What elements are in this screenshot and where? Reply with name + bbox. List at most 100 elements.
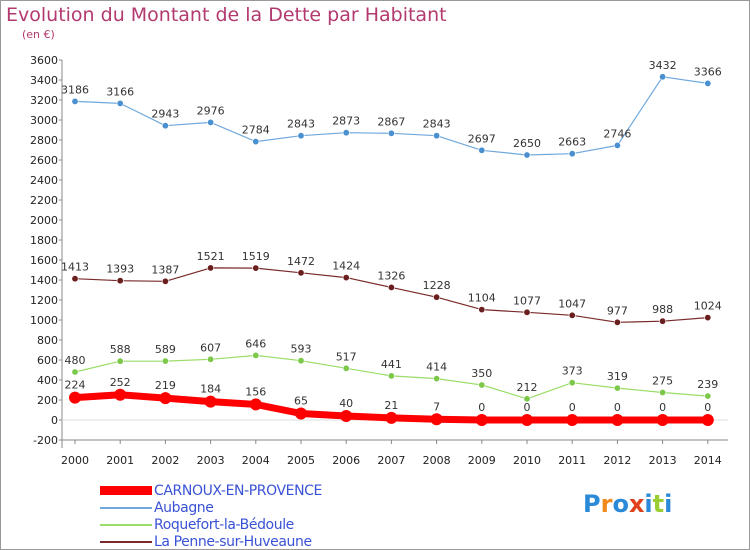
y-tick-label: 3400 xyxy=(30,74,58,87)
data-label-aubagne: 3366 xyxy=(694,65,722,78)
data-point-la-penne-sur-huveaune xyxy=(297,269,305,277)
data-label-roquefort-la-bedoule: 593 xyxy=(291,343,312,356)
data-point-la-penne-sur-huveaune xyxy=(704,314,712,322)
data-label-aubagne: 2843 xyxy=(287,118,315,131)
legend-label: Aubagne xyxy=(154,499,214,516)
data-point-carnoux-en-provence xyxy=(701,414,714,426)
data-point-aubagne xyxy=(387,129,395,137)
data-label-carnoux-en-provence: 219 xyxy=(155,379,176,392)
data-point-roquefort-la-bedoule xyxy=(116,357,124,365)
x-tick-label: 2005 xyxy=(287,454,315,467)
data-label-la-penne-sur-huveaune: 977 xyxy=(607,304,628,317)
data-point-aubagne xyxy=(659,73,667,81)
x-tick-label: 2014 xyxy=(694,454,722,467)
data-point-la-penne-sur-huveaune xyxy=(523,308,531,316)
data-point-aubagne xyxy=(433,132,441,140)
data-point-aubagne xyxy=(71,97,79,105)
legend-item-roquefort-la-bedoule: Roquefort-la-Bédoule xyxy=(100,516,322,533)
data-label-roquefort-la-bedoule: 319 xyxy=(607,370,628,383)
x-tick-label: 2008 xyxy=(423,454,451,467)
data-point-carnoux-en-provence xyxy=(340,410,353,422)
data-label-carnoux-en-provence: 184 xyxy=(200,383,221,396)
y-tick-label: 1600 xyxy=(30,254,58,267)
proxiti-logo: Proxiti xyxy=(583,490,673,518)
y-tick-label: 600 xyxy=(37,354,58,367)
y-tick-label: 0 xyxy=(51,414,58,427)
data-label-carnoux-en-provence: 0 xyxy=(478,401,485,414)
data-point-carnoux-en-provence xyxy=(114,388,127,401)
legend-label: Roquefort-la-Bédoule xyxy=(154,516,294,533)
data-label-carnoux-en-provence: 0 xyxy=(569,401,576,414)
data-label-la-penne-sur-huveaune: 1521 xyxy=(197,250,225,263)
data-point-roquefort-la-bedoule xyxy=(342,364,350,372)
data-point-carnoux-en-provence xyxy=(566,414,579,426)
data-label-carnoux-en-provence: 224 xyxy=(65,379,86,392)
y-tick-label: 1800 xyxy=(30,234,58,247)
data-label-carnoux-en-provence: 65 xyxy=(294,395,308,408)
legend-swatch xyxy=(100,486,152,495)
chart-subtitle: (en €) xyxy=(22,28,55,41)
data-point-carnoux-en-provence xyxy=(204,395,217,408)
data-label-la-penne-sur-huveaune: 1393 xyxy=(106,263,134,276)
data-label-la-penne-sur-huveaune: 1047 xyxy=(558,297,586,310)
data-label-aubagne: 3186 xyxy=(61,83,89,96)
y-tick-label: 400 xyxy=(37,374,58,387)
y-tick-label: 2400 xyxy=(30,174,58,187)
data-point-la-penne-sur-huveaune xyxy=(342,274,350,282)
data-label-carnoux-en-provence: 21 xyxy=(384,399,398,412)
data-point-aubagne xyxy=(161,122,169,130)
data-label-roquefort-la-bedoule: 275 xyxy=(652,375,673,388)
data-label-carnoux-en-provence: 0 xyxy=(659,401,666,414)
data-point-roquefort-la-bedoule xyxy=(659,388,667,396)
data-label-carnoux-en-provence: 0 xyxy=(614,401,621,414)
data-point-roquefort-la-bedoule xyxy=(433,375,441,383)
x-tick-label: 2001 xyxy=(106,454,134,467)
data-point-carnoux-en-provence xyxy=(69,391,81,404)
data-label-carnoux-en-provence: 0 xyxy=(704,401,711,414)
data-point-aubagne xyxy=(116,99,124,107)
y-tick-label: 2600 xyxy=(30,154,58,167)
data-point-roquefort-la-bedoule xyxy=(704,392,712,400)
data-point-carnoux-en-provence xyxy=(385,411,398,424)
y-tick-label: 2000 xyxy=(30,214,58,227)
data-point-aubagne xyxy=(297,132,305,140)
data-label-carnoux-en-provence: 156 xyxy=(245,385,266,398)
y-tick-label: 2200 xyxy=(30,194,58,207)
data-point-carnoux-en-provence xyxy=(249,398,262,411)
data-label-aubagne: 2746 xyxy=(603,127,631,140)
data-label-aubagne: 2867 xyxy=(377,115,405,128)
y-tick-label: 800 xyxy=(37,334,58,347)
data-point-aubagne xyxy=(613,141,621,149)
data-point-roquefort-la-bedoule xyxy=(297,357,305,365)
y-tick-label: 1200 xyxy=(30,294,58,307)
data-label-la-penne-sur-huveaune: 1424 xyxy=(332,260,360,273)
data-label-roquefort-la-bedoule: 607 xyxy=(200,341,221,354)
data-label-la-penne-sur-huveaune: 1228 xyxy=(423,279,451,292)
x-tick-label: 2013 xyxy=(649,454,677,467)
x-tick-label: 2009 xyxy=(468,454,496,467)
data-point-aubagne xyxy=(252,138,260,146)
data-label-roquefort-la-bedoule: 480 xyxy=(65,354,86,367)
data-label-carnoux-en-provence: 40 xyxy=(339,397,353,410)
data-point-aubagne xyxy=(568,150,576,158)
data-label-la-penne-sur-huveaune: 1077 xyxy=(513,294,541,307)
data-label-aubagne: 2650 xyxy=(513,137,541,150)
y-tick-label: 3600 xyxy=(30,54,58,67)
data-point-carnoux-en-provence xyxy=(430,413,443,426)
data-label-carnoux-en-provence: 0 xyxy=(524,401,531,414)
data-point-la-penne-sur-huveaune xyxy=(478,306,486,314)
data-label-aubagne: 2663 xyxy=(558,136,586,149)
data-label-roquefort-la-bedoule: 441 xyxy=(381,358,402,371)
data-label-roquefort-la-bedoule: 517 xyxy=(336,350,357,363)
data-point-roquefort-la-bedoule xyxy=(252,351,260,359)
legend-item-la-penne-sur-huveaune: La Penne-sur-Huveaune xyxy=(100,533,322,550)
data-point-roquefort-la-bedoule xyxy=(207,355,215,363)
data-point-la-penne-sur-huveaune xyxy=(613,318,621,326)
chart-title: Evolution du Montant de la Dette par Hab… xyxy=(6,4,447,26)
y-tick-label: 1000 xyxy=(30,314,58,327)
legend-label: CARNOUX-EN-PROVENCE xyxy=(154,482,322,499)
x-tick-label: 2002 xyxy=(151,454,179,467)
legend-swatch xyxy=(100,523,152,526)
data-point-roquefort-la-bedoule xyxy=(71,368,79,376)
